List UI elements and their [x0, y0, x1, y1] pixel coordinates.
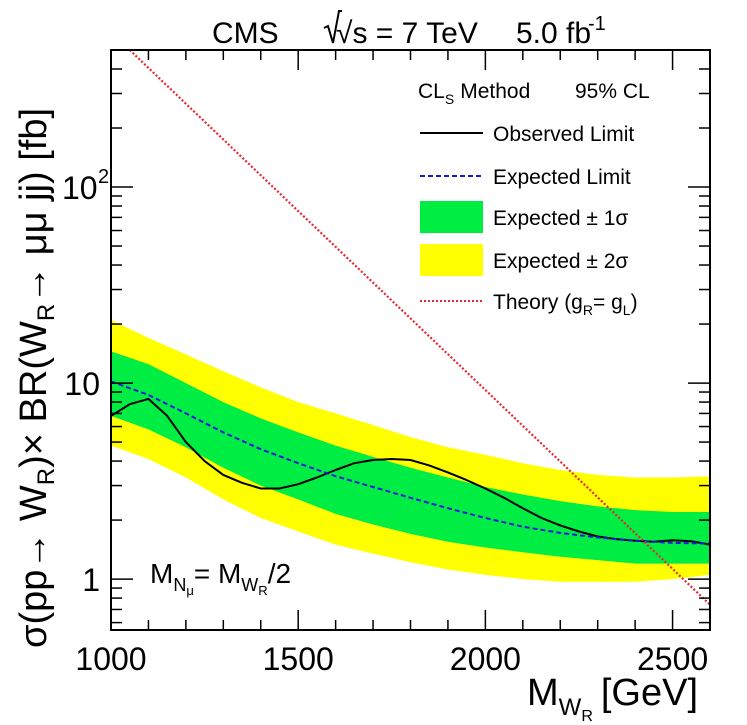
theory-line — [128, 50, 710, 606]
x-tick-label: 2000 — [450, 641, 521, 677]
y-axis-label: σ(pp→ WR)× BR(WR→ μμ jj) [fb] — [13, 108, 60, 648]
legend-band1-swatch — [420, 201, 483, 233]
plot-frame — [110, 49, 711, 631]
energy-text: √s = 7 TeV — [336, 17, 478, 50]
legend-expected-label: Expected Limit — [493, 166, 631, 189]
cl-label: 95% CL — [575, 80, 650, 103]
sqrt-sign — [323, 10, 342, 44]
y-tick-label: 1 — [82, 562, 100, 598]
lumi-value: 5.0 fb — [516, 17, 591, 50]
experiment-label: CMS — [212, 17, 279, 50]
legend-band2-swatch — [420, 244, 483, 276]
bands-layer — [111, 319, 710, 582]
legend-theory-label: Theory (gR= gL) — [493, 291, 638, 318]
legend-observed-label: Observed Limit — [493, 123, 634, 146]
x-tick-label: 1000 — [75, 641, 146, 677]
legend-band2-label: Expected ± 2σ — [493, 250, 628, 273]
y-tick-label: 10 — [62, 170, 98, 206]
mass-relation-annotation: MNμ= MWR/2 — [150, 558, 291, 598]
y-tick-label: 10 — [64, 366, 100, 402]
legend: Observed Limit Expected Limit Expected ±… — [420, 123, 638, 318]
legend-band1-label: Expected ± 1σ — [493, 207, 628, 230]
energy-label: √s = 7 TeV — [323, 10, 478, 50]
expected-limit-line — [111, 380, 710, 545]
x-tick-label: 1500 — [263, 641, 334, 677]
y-tick-exponent: 2 — [98, 166, 109, 188]
x-axis-label: MWR[GeV] — [527, 672, 698, 725]
lumi-exponent: -1 — [588, 13, 606, 35]
band-1sigma — [111, 351, 710, 564]
cls-label: CLS Method — [418, 80, 530, 107]
lines-layer — [111, 50, 710, 606]
observed-limit-line — [111, 397, 710, 546]
x-tick-label: 2500 — [637, 641, 708, 677]
